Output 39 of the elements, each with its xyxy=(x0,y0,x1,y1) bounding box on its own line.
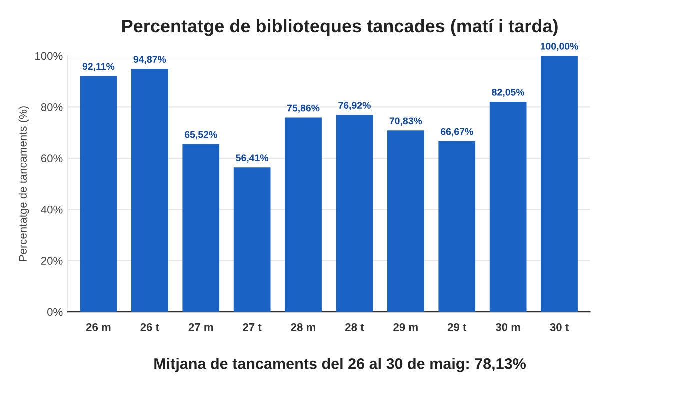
x-tick-label: 28 t xyxy=(346,323,364,332)
text: Mitjana de tancaments del 26 al 30 de maig: 78,13% xyxy=(154,358,526,372)
x-tick-label: 26 t xyxy=(140,323,160,332)
y-tick-label: 100% xyxy=(36,52,63,60)
bar xyxy=(541,56,578,312)
data-label: 66,67% xyxy=(440,128,474,137)
x-tick-label: 29 t xyxy=(448,323,467,332)
data-label: 56,41% xyxy=(236,154,269,163)
bar xyxy=(336,115,374,312)
data-label: 100,00% xyxy=(540,43,578,52)
y-axis-title: Percentatge de tancaments (%) xyxy=(18,106,30,262)
x-tick-label: 30 t xyxy=(550,323,569,332)
x-tick-label: 27 t xyxy=(243,323,262,332)
data-label: 70,83% xyxy=(390,118,422,126)
y-tick-label: 80% xyxy=(41,103,63,112)
bar xyxy=(131,69,168,312)
data-label: 76,92% xyxy=(338,102,371,110)
x-tick-label: 26 m xyxy=(86,323,111,332)
bar xyxy=(80,76,118,312)
data-label: 75,86% xyxy=(287,104,320,114)
y-tick-label: 0% xyxy=(48,308,63,316)
data-label: 94,87% xyxy=(134,56,166,64)
x-tick-label: 30 m xyxy=(496,323,520,332)
bar xyxy=(438,141,476,312)
bar xyxy=(387,130,424,312)
x-tick-label: 28 m xyxy=(291,323,316,332)
y-tick-label: 60% xyxy=(41,154,63,163)
x-tick-label: 27 m xyxy=(188,323,214,332)
y-tick-label: 20% xyxy=(41,257,63,265)
data-label: 65,52% xyxy=(184,131,218,140)
data-label: 92,11% xyxy=(82,63,115,72)
y-tick-label: 40% xyxy=(41,206,63,214)
bar xyxy=(285,118,322,312)
chart-title: Percentatge de biblioteques tancades (matí i tarda) xyxy=(122,19,558,36)
bar xyxy=(490,102,527,312)
bar xyxy=(182,144,220,312)
data-label: 82,05% xyxy=(492,88,525,98)
x-tick-label: 29 m xyxy=(394,323,418,332)
bar xyxy=(234,168,271,312)
